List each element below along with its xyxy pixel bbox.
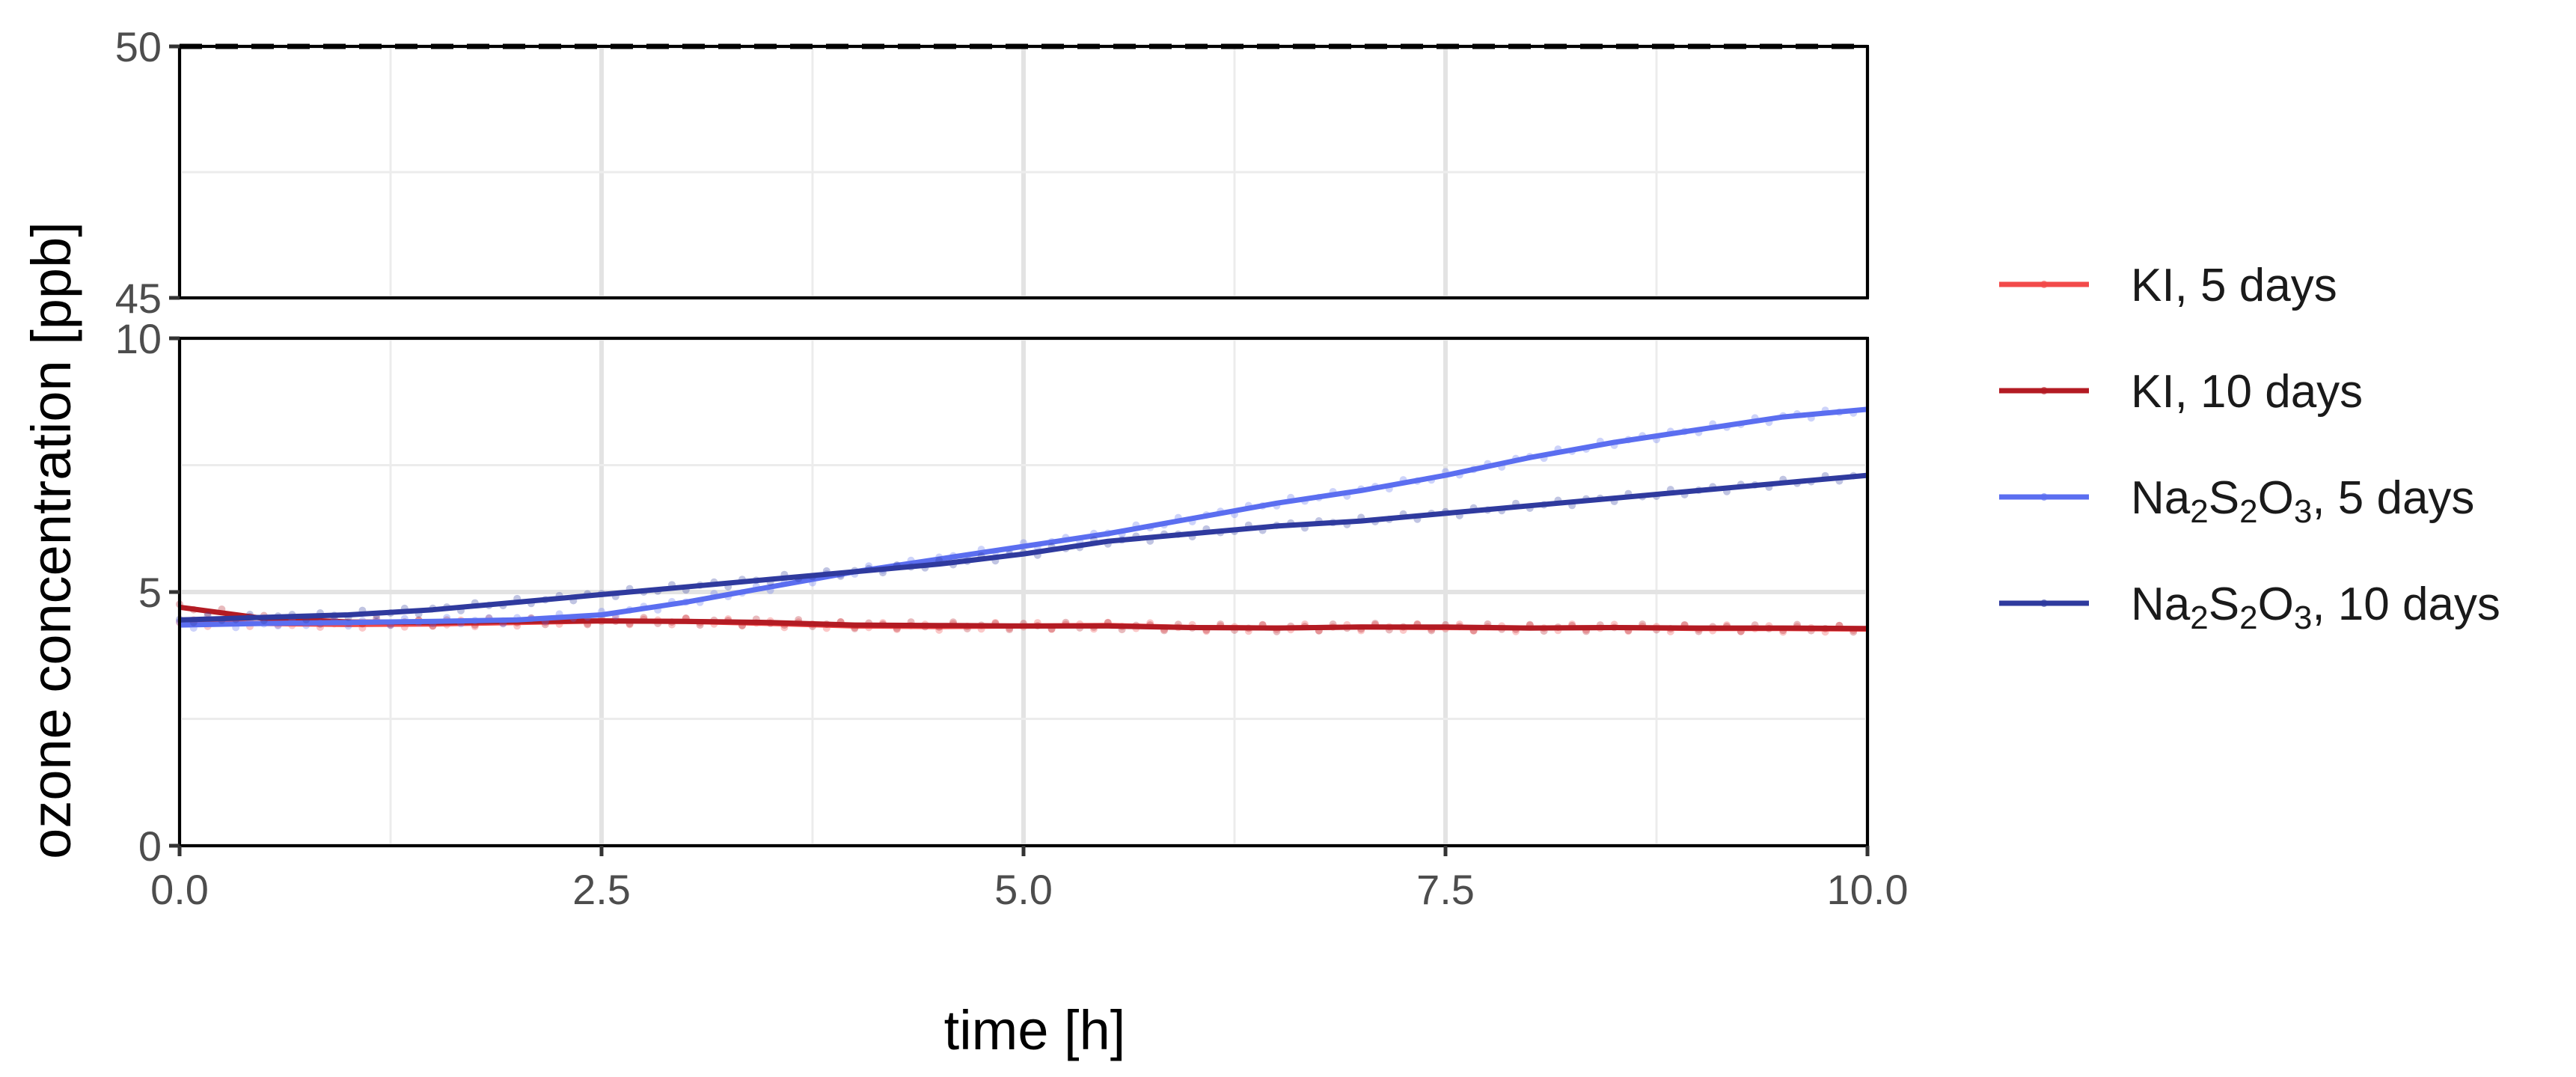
lower-panel xyxy=(176,336,1870,848)
x-tick-label: 5.0 xyxy=(994,866,1053,913)
legend-label: KI, 5 days xyxy=(2131,260,2337,311)
x-tick-label: 10.0 xyxy=(1827,866,1909,913)
y-tick-label: 0 xyxy=(138,823,162,870)
legend-item: KI, 5 days xyxy=(1999,260,2337,311)
legend-swatch-point xyxy=(2040,493,2048,501)
series-line xyxy=(179,406,1868,628)
upper-panel xyxy=(177,43,1870,300)
legend-item: Na2S2O3, 5 days xyxy=(1999,472,2474,530)
y-axis-title: ozone concentration [ppb] xyxy=(20,222,82,859)
legend-swatch-point xyxy=(2040,387,2048,394)
series-3 xyxy=(176,472,1868,626)
legend: KI, 5 days KI, 10 days Na2S2O3, 5 days Na2S… xyxy=(1999,260,2500,636)
legend-item: Na2S2O3, 10 days xyxy=(1999,579,2500,636)
series-2 xyxy=(176,406,1868,632)
y-axis: 45 50 0 5 10 xyxy=(115,23,180,870)
panel-border xyxy=(178,45,1869,299)
series-line xyxy=(179,472,1868,623)
legend-label: Na2S2O3, 5 days xyxy=(2131,472,2474,530)
y-tick-label: 10 xyxy=(115,315,162,362)
legend-label: Na2S2O3, 10 days xyxy=(2131,579,2500,636)
legend-label: KI, 10 days xyxy=(2131,366,2363,418)
x-tick-label: 7.5 xyxy=(1416,866,1475,913)
y-tick-label: 45 xyxy=(115,275,162,322)
legend-swatch-point xyxy=(2040,599,2048,607)
x-axis: 0.0 2.5 5.0 7.5 10.0 xyxy=(150,846,1909,913)
x-tick-label: 2.5 xyxy=(572,866,631,913)
legend-swatch-point xyxy=(2040,281,2048,288)
y-tick-label: 50 xyxy=(115,23,162,70)
y-tick-label: 5 xyxy=(138,569,162,616)
x-tick-label: 0.0 xyxy=(150,866,209,913)
x-axis-title: time [h] xyxy=(944,999,1126,1061)
legend-item: KI, 10 days xyxy=(1999,366,2363,418)
